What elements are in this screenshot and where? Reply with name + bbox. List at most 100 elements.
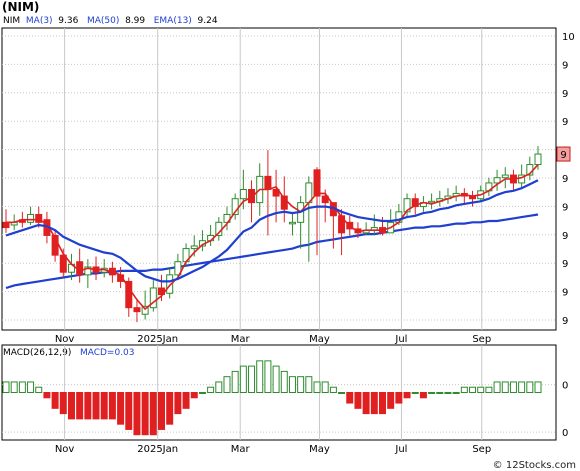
candle-body	[125, 280, 133, 309]
legend-ema13-label: EMA(13)	[153, 16, 192, 26]
y-tick-label: 10	[562, 32, 575, 43]
macd-bar	[428, 392, 436, 394]
candle-body	[239, 189, 247, 200]
y-tick-label: 9	[562, 259, 568, 270]
macd-bar	[297, 376, 305, 393]
candle-body	[313, 169, 321, 197]
legend-ma3-value: 9.36	[58, 16, 79, 26]
y-tick-label: 9	[562, 60, 568, 71]
candle-body	[174, 261, 182, 276]
macd-bar	[182, 392, 190, 409]
macd-bar	[264, 360, 272, 394]
macd-bar	[534, 381, 542, 394]
candle-body	[59, 254, 67, 273]
macd-bar	[2, 381, 10, 394]
macd-bar	[321, 381, 329, 394]
candle-body	[27, 213, 35, 223]
candle-body	[231, 198, 239, 215]
candle-body	[35, 213, 43, 223]
macd-bar	[108, 392, 116, 420]
legend-symbol: NIM	[3, 16, 21, 26]
macd-bar	[125, 392, 133, 430]
macd-bar	[477, 386, 485, 394]
macd-bar	[378, 392, 386, 415]
macd-bar	[248, 365, 256, 394]
candle-body	[84, 266, 92, 276]
candle-body	[534, 153, 542, 166]
macd-bar	[387, 392, 395, 409]
y-tick-label: 9	[562, 231, 568, 242]
candle-body	[428, 200, 436, 204]
x-tick-label: Sep	[472, 334, 491, 345]
macd-bar	[272, 365, 280, 394]
macd-bar	[362, 392, 370, 415]
candle-body	[2, 221, 10, 229]
macd-bar	[338, 392, 346, 394]
macd-bar	[469, 386, 477, 394]
macd-bar	[67, 392, 75, 420]
macd-x-tick-label: Sep	[472, 444, 491, 455]
y-tick-label: 9	[562, 202, 568, 213]
macd-bar	[215, 381, 223, 394]
macd-bar	[444, 392, 452, 394]
macd-bar	[174, 392, 182, 415]
macd-bar	[35, 386, 43, 394]
y-tick-label: 9	[562, 89, 568, 100]
macd-bar	[313, 381, 321, 394]
candle-body	[321, 195, 329, 204]
ma50-line	[5, 213, 539, 290]
chart-title: (NIM)	[2, 0, 40, 14]
macd-bar	[419, 392, 427, 399]
legend-ma50-label: MA(50)	[86, 16, 120, 26]
legend-ema13-value: 9.24	[197, 16, 218, 26]
candle-body	[133, 307, 141, 313]
macd-bar	[354, 392, 362, 409]
macd-bar	[501, 381, 509, 394]
current-price-marker	[556, 146, 571, 162]
macd-bar	[518, 381, 526, 394]
macd-bar	[92, 392, 100, 420]
macd-bar	[288, 376, 296, 393]
macd-bar	[329, 386, 337, 394]
price-legend: NIM MA(3) 9.36 MA(50) 8.99 EMA(13) 9.24	[3, 16, 218, 26]
candle-body	[248, 189, 256, 204]
candle-body	[141, 305, 149, 315]
macd-x-tick-label: May	[309, 444, 330, 455]
macd-bar	[460, 386, 468, 394]
macd-bar	[27, 381, 35, 394]
y-tick-label: 9	[562, 117, 568, 128]
macd-bar	[305, 376, 313, 393]
macd-bar	[51, 392, 59, 409]
macd-bar	[207, 386, 215, 394]
macd-bar	[198, 392, 206, 394]
macd-bar	[149, 392, 157, 436]
x-tick-label: 2025Jan	[137, 334, 178, 345]
footer-credit: © 12Stocks.com	[492, 460, 576, 471]
macd-bar	[100, 392, 108, 420]
candle-body	[518, 174, 526, 184]
macd-bar	[117, 392, 125, 425]
macd-legend: MACD(26,12,9) MACD=0.03	[3, 348, 135, 358]
candle-body	[264, 175, 272, 191]
macd-bar	[141, 392, 149, 436]
macd-x-tick-label: Nov	[55, 444, 75, 455]
macd-bar	[59, 392, 67, 415]
macd-bar	[411, 392, 419, 394]
macd-bar	[370, 392, 378, 415]
y-tick-label: 9	[562, 288, 568, 299]
macd-x-tick-label: Jul	[394, 444, 407, 455]
macd-bar	[485, 386, 493, 394]
macd-y-tick-label: 0	[562, 381, 568, 392]
current-price-label: 9	[560, 150, 566, 161]
legend-ma50-value: 8.99	[125, 16, 146, 26]
candle-body	[411, 198, 419, 208]
macd-bar	[395, 392, 403, 404]
macd-bar	[231, 370, 239, 393]
macd-legend-value: MACD=0.03	[79, 348, 135, 358]
ema13-line	[5, 179, 539, 283]
macd-x-tick-label: 2025Jan	[137, 444, 178, 455]
macd-legend-label: MACD(26,12,9)	[3, 348, 72, 358]
macd-bar	[166, 392, 174, 425]
macd-bar	[190, 392, 198, 399]
y-tick-label: 9	[562, 316, 568, 327]
